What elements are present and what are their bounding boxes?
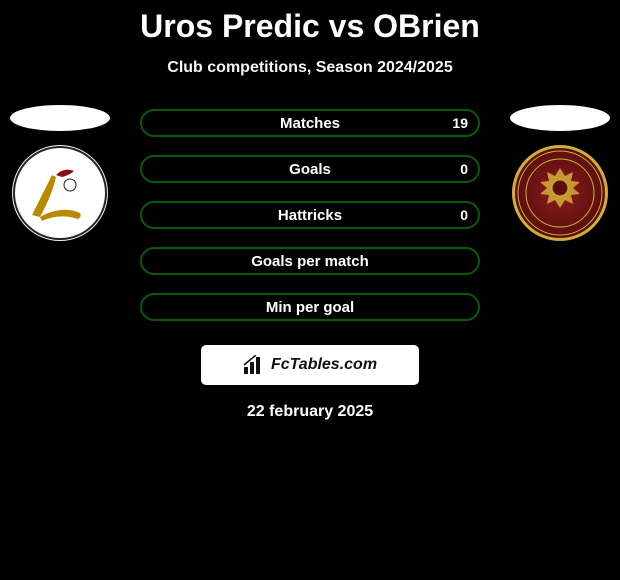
player1-column [10,105,110,241]
stat-row: Min per goal [140,293,480,321]
player1-flag [10,105,110,131]
stat-label: Min per goal [266,299,354,316]
player2-club-badge [512,145,608,241]
stat-value-p2: 0 [460,161,468,177]
brand-chip[interactable]: FcTables.com [201,345,419,385]
stats-list: Matches 19 Goals 0 Hattricks 0 Goals per match… [140,105,480,321]
player2-flag [510,105,610,131]
page-title: Uros Predic vs OBrien [0,0,620,45]
footer-date: 22 february 2025 [0,403,620,421]
comparison-panel: Matches 19 Goals 0 Hattricks 0 Goals per match… [0,105,620,421]
stat-label: Goals per match [251,253,369,270]
player2-column [510,105,610,241]
stat-row: Matches 19 [140,109,480,137]
stat-row: Hattricks 0 [140,201,480,229]
club-badge-icon [515,148,605,238]
stat-label: Matches [280,115,340,132]
stat-label: Goals [289,161,331,178]
stat-row: Goals per match [140,247,480,275]
stat-value-p2: 0 [460,207,468,223]
stat-value-p2: 19 [452,115,468,131]
subtitle: Club competitions, Season 2024/2025 [0,59,620,77]
brand-text: FcTables.com [271,356,377,374]
bar-chart-icon [243,355,265,375]
club-badge-icon [12,145,108,241]
player1-club-badge [12,145,108,241]
stat-label: Hattricks [278,207,342,224]
stat-row: Goals 0 [140,155,480,183]
